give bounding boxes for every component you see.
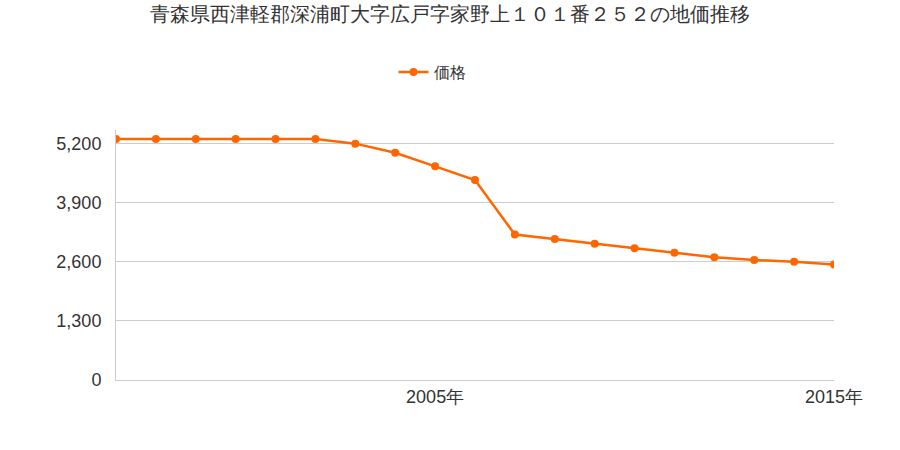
svg-text:5,200: 5,200 — [56, 134, 101, 154]
svg-text:2015年: 2015年 — [805, 387, 863, 407]
svg-text:2005年: 2005年 — [406, 387, 464, 407]
svg-text:価格: 価格 — [434, 64, 466, 81]
svg-text:0: 0 — [91, 370, 101, 390]
svg-text:2,600: 2,600 — [56, 252, 101, 272]
svg-text:青森県西津軽郡深浦町大字広戸字家野上１０１番２５２の地価推移: 青森県西津軽郡深浦町大字広戸字家野上１０１番２５２の地価推移 — [150, 3, 750, 25]
svg-text:3,900: 3,900 — [56, 193, 101, 213]
svg-text:1,300: 1,300 — [56, 311, 101, 331]
